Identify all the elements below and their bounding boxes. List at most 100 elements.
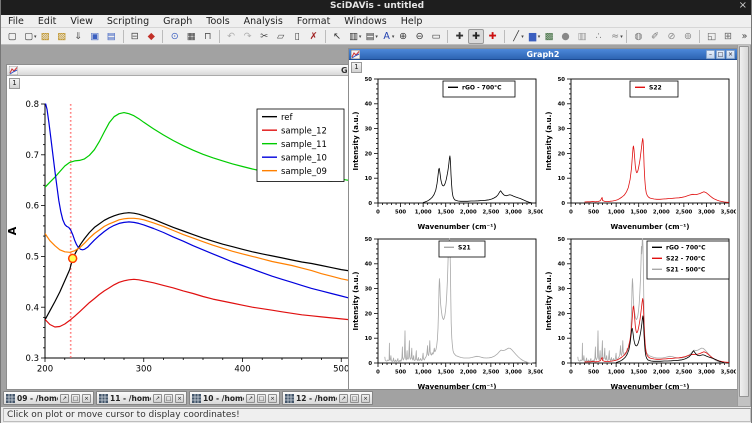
maximize-icon[interactable]: □ <box>164 393 173 403</box>
restore-icon[interactable]: ↗ <box>339 393 348 403</box>
minimized-window-09[interactable]: 09 - /home/... ↗ □ × <box>3 391 94 405</box>
menu-analysis[interactable]: Analysis <box>243 15 283 27</box>
legend[interactable]: rGO - 700°C S22 - 700°C S21 - 500°C <box>646 240 729 280</box>
legend[interactable]: S21 <box>438 240 485 258</box>
copy-icon[interactable]: ▱ <box>277 30 285 42</box>
raman-chart-combined[interactable]: 0 500 1,000 1,500 2,000 2,500 3,000 3,500 0 10 20 3… <box>544 232 736 389</box>
menu-scripting[interactable]: Scripting <box>106 15 150 27</box>
dropdown-arrow-icon[interactable]: ▾ <box>620 33 623 40</box>
menu-tools[interactable]: Tools <box>206 15 230 27</box>
toolbar-overflow-chevron[interactable]: » <box>741 30 748 42</box>
new-project-icon[interactable]: ▢ <box>7 30 17 42</box>
open-project-icon[interactable]: ▨ <box>40 30 50 42</box>
dropdown-arrow-icon[interactable]: ▾ <box>537 33 541 40</box>
zoom-in-icon[interactable]: ⊕ <box>399 30 408 42</box>
minimize-icon[interactable]: – <box>706 50 715 59</box>
menu-file[interactable]: File <box>8 15 24 27</box>
plot-type-dropdown-icon[interactable]: ▆ ▾ <box>528 30 541 42</box>
legend[interactable]: S22 <box>629 80 678 98</box>
raman-chart-s22[interactable]: 0 500 1,000 1,500 2,000 2,500 3,000 3,500 0 10 20 3… <box>544 72 736 232</box>
add-text-icon[interactable]: A ▾ <box>383 30 395 42</box>
open-template-icon[interactable]: ▧ <box>57 30 67 42</box>
dropdown-arrow-icon[interactable]: ▾ <box>521 33 524 40</box>
cut-icon[interactable]: ✂ <box>260 30 269 42</box>
scrollbar-thumb[interactable] <box>739 46 749 397</box>
graph2-canvas[interactable]: 1 0 500 1,000 1,500 2,000 2,500 3,000 3,500 0 10 2… <box>349 60 737 389</box>
print-icon[interactable]: ⊟ <box>130 30 139 42</box>
raman-chart-s21[interactable]: 0 500 1,000 1,500 2,000 2,500 3,000 3,500 0 10 20 3… <box>351 232 543 389</box>
plot3d-scatter-icon[interactable]: ∴ <box>595 30 602 42</box>
paste-icon[interactable]: ▯ <box>294 30 300 42</box>
plot3d-surface-icon[interactable]: ● <box>561 30 570 42</box>
differentiate-icon[interactable]: ✐ <box>651 30 660 42</box>
restore-icon[interactable]: ↗ <box>60 393 69 403</box>
left-graph-window-titlebar[interactable]: G <box>7 65 365 76</box>
minimized-window-10[interactable]: 10 - /home/... ↗ □ × <box>189 391 280 405</box>
menu-help[interactable]: Help <box>400 15 423 27</box>
save-project-icon[interactable]: ▣ <box>90 30 100 42</box>
new-aspect-icon[interactable]: ▢ ▾ <box>24 30 37 42</box>
layer-button[interactable]: 1 <box>9 78 20 89</box>
menu-graph[interactable]: Graph <box>163 15 193 27</box>
menu-format[interactable]: Format <box>296 15 331 27</box>
graph2-window[interactable]: Graph2 – □ × 1 0 500 1,000 1,500 2,000 2,500 3… <box>348 48 738 390</box>
data-reader-icon[interactable]: ✚ <box>468 28 484 44</box>
dropdown-arrow-icon[interactable]: ▾ <box>375 33 378 40</box>
save-template-icon[interactable]: ▤ <box>106 30 116 42</box>
dropdown-arrow-icon[interactable]: ▾ <box>391 33 395 40</box>
add-image-icon[interactable]: ▩ <box>544 30 554 42</box>
legend[interactable]: rGO - 700°C <box>442 80 515 98</box>
screen-reader-icon[interactable]: ✚ <box>455 30 464 42</box>
restore-icon[interactable]: ↗ <box>153 393 162 403</box>
plot-style-dropdown-icon[interactable]: ▤ ▾ <box>365 30 378 42</box>
menu-windows[interactable]: Windows <box>344 15 387 27</box>
data-cursor-marker[interactable] <box>67 253 78 264</box>
close-icon[interactable]: × <box>738 0 747 11</box>
close-icon[interactable]: × <box>175 393 184 403</box>
rescale-icon[interactable]: ▭ <box>431 30 441 42</box>
minimized-window-11[interactable]: 11 - /home/... ↗ □ × <box>96 391 187 405</box>
dropdown-arrow-icon[interactable]: ▾ <box>33 33 37 40</box>
legend[interactable]: ref sample_12 sample_11 sample_10 sample_09 <box>256 108 345 182</box>
add-layer-icon[interactable]: ⊞ <box>724 30 732 42</box>
close-icon[interactable]: × <box>82 393 91 403</box>
interpolate-icon[interactable]: ◍ <box>634 30 643 42</box>
pointer-icon[interactable]: ↖ <box>333 30 342 42</box>
menu-view[interactable]: View <box>70 15 93 27</box>
maximize-icon[interactable]: □ <box>257 393 266 403</box>
dock-icon[interactable]: ◱ <box>707 30 716 42</box>
delete-icon[interactable]: ✗ <box>309 30 318 42</box>
script-icon[interactable]: ⊘ <box>667 30 676 42</box>
plot-curves-dropdown-icon[interactable]: ▥ ▾ <box>349 30 362 42</box>
graph2-titlebar[interactable]: Graph2 – □ × <box>349 49 737 60</box>
close-icon[interactable]: × <box>361 393 370 403</box>
main-titlebar[interactable]: SciDAVis - untitled × <box>1 0 751 15</box>
maximize-icon[interactable]: □ <box>71 393 80 403</box>
console-icon[interactable]: ⊚ <box>684 30 693 42</box>
lock-icon[interactable]: ⊓ <box>203 30 212 42</box>
redo-icon[interactable]: ↷ <box>243 30 252 42</box>
project-explorer-icon[interactable]: ▦ <box>186 30 196 42</box>
undo-icon[interactable]: ↶ <box>227 30 236 42</box>
maximize-icon[interactable]: □ <box>716 50 725 59</box>
vertical-scrollbar[interactable] <box>737 45 750 406</box>
close-icon[interactable]: × <box>726 50 735 59</box>
plot3d-trajectory-icon[interactable]: ≈ ▾ <box>611 30 623 42</box>
maximize-icon[interactable]: □ <box>350 393 359 403</box>
import-ascii-icon[interactable]: ⇓ <box>74 30 83 42</box>
minimized-window-12[interactable]: 12 - /home/... ↗ □ × <box>282 391 373 405</box>
close-icon[interactable]: × <box>268 393 277 403</box>
layer-button[interactable]: 1 <box>351 62 362 73</box>
export-pdf-icon[interactable]: ◆ <box>147 30 155 42</box>
zoom-out-icon[interactable]: ⊖ <box>415 30 424 42</box>
restore-icon[interactable]: ↗ <box>246 393 255 403</box>
draw-line-icon[interactable]: ╱ ▾ <box>513 30 524 42</box>
find-window-icon[interactable]: ⊙ <box>170 30 179 42</box>
plot3d-bars-icon[interactable]: ▥ <box>577 30 587 42</box>
dropdown-arrow-icon[interactable]: ▾ <box>358 33 362 40</box>
move-points-icon[interactable]: ✚ <box>488 30 497 42</box>
menu-edit[interactable]: Edit <box>37 15 57 27</box>
